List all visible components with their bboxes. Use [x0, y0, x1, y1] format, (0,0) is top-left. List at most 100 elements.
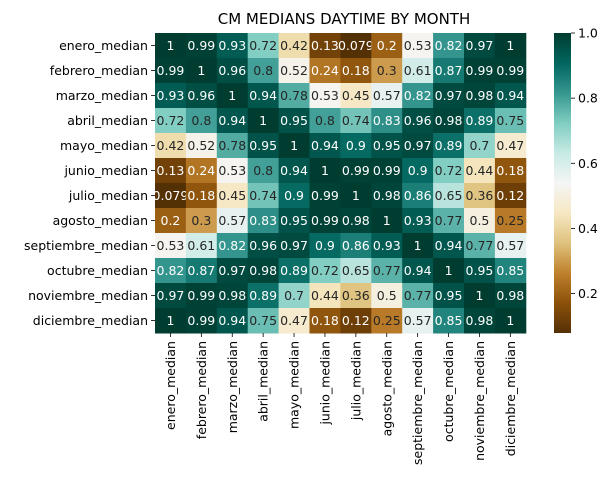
cell-value-label: 0.78 [218, 138, 246, 153]
cell-value-label: 0.97 [435, 88, 463, 103]
heatmap-cell [309, 308, 341, 334]
heatmap-cell [185, 33, 218, 59]
heatmap-cell [371, 33, 403, 59]
heatmap-cell [247, 283, 280, 309]
heatmap-cell [340, 58, 372, 84]
heatmap-cell [155, 183, 187, 209]
cell-value-label: 0.94 [404, 263, 432, 278]
heatmap-cell [247, 83, 280, 109]
heatmap-cell [216, 183, 249, 209]
heatmap-cell [216, 283, 249, 309]
heatmap-cell [433, 33, 465, 59]
cell-value-label: 0.98 [342, 213, 370, 228]
heatmap-cell [402, 83, 434, 109]
heatmap-cell [155, 33, 187, 59]
heatmap-cell [247, 233, 280, 259]
heatmap-cell [309, 208, 341, 234]
heatmap-cell [340, 108, 372, 134]
cell-value-label: 1 [506, 38, 514, 53]
cell-value-label: 0.74 [249, 188, 277, 203]
cell-value-label: 0.82 [404, 88, 432, 103]
heatmap-cell [247, 133, 280, 159]
cell-value-label: 0.44 [311, 288, 339, 303]
y-tick-label: abril_median [67, 113, 148, 128]
cell-value-label: 0.8 [191, 113, 211, 128]
heatmap-cell [155, 108, 187, 134]
heatmap-cell [402, 208, 434, 234]
cell-value-label: 0.5 [377, 288, 397, 303]
colorbar-tick-label: 0.4 [578, 221, 598, 236]
cell-value-label: 0.53 [311, 88, 339, 103]
cell-value-label: 0.47 [280, 313, 308, 328]
cell-value-label: 0.44 [466, 163, 494, 178]
heatmap-cell [340, 133, 372, 159]
heatmap-cell [185, 233, 218, 259]
x-tick-label: febrero_median [194, 341, 209, 439]
heatmap-cell [494, 133, 527, 159]
cell-value-label: 0.25 [373, 313, 401, 328]
colorbar-tick-label: 0.2 [578, 286, 598, 301]
heatmap-cell [371, 233, 403, 259]
heatmap-cell [185, 158, 218, 184]
heatmap-cell [247, 208, 280, 234]
cell-value-label: 0.2 [377, 38, 397, 53]
heatmap-cell [464, 158, 496, 184]
heatmap-cell [340, 258, 372, 284]
cell-value-label: 0.36 [342, 288, 370, 303]
heatmap-cell [247, 308, 280, 334]
heatmap-cell [247, 33, 280, 59]
cell-value-label: 0.89 [435, 138, 463, 153]
cell-value-label: 0.83 [373, 113, 401, 128]
heatmap-cell [340, 308, 372, 334]
cell-value-label: 0.97 [404, 138, 432, 153]
heatmap-cell [216, 258, 249, 284]
cell-value-label: 0.94 [280, 163, 308, 178]
heatmap-cell [278, 158, 310, 184]
cell-value-label: 0.86 [404, 188, 432, 203]
cell-value-label: 0.94 [218, 313, 246, 328]
heatmap-cell [340, 33, 372, 59]
heatmap-cell [247, 58, 280, 84]
heatmap-cell [433, 158, 465, 184]
x-tick-label: octubre_median [441, 341, 456, 442]
heatmap-cell [464, 308, 496, 334]
heatmap-cell [155, 208, 187, 234]
y-tick-label: septiembre_median [24, 238, 148, 253]
cell-value-label: 0.9 [346, 138, 366, 153]
cell-value-label: 0.95 [249, 138, 277, 153]
y-tick-label: diciembre_median [33, 313, 148, 328]
cell-value-label: 0.25 [496, 213, 524, 228]
heatmap-cell [185, 183, 218, 209]
cell-value-label: 0.72 [249, 38, 277, 53]
cell-value-label: 0.57 [496, 238, 524, 253]
heatmap-cell [155, 233, 187, 259]
heatmap-cell [155, 58, 187, 84]
heatmap-cell [371, 108, 403, 134]
colorbar-tick-label: 1.0 [578, 26, 598, 41]
cell-value-label: 0.57 [404, 313, 432, 328]
heatmap-cell [402, 183, 434, 209]
heatmap-cell [340, 283, 372, 309]
cell-value-label: 0.98 [435, 113, 463, 128]
cell-value-label: 0.8 [315, 113, 335, 128]
cell-value-label: 0.9 [408, 163, 428, 178]
x-tick-labels: enero_median febrero_median marzo_median ab… [163, 333, 518, 465]
heatmap-cell [464, 208, 496, 234]
cell-value-label: 0.5 [470, 213, 490, 228]
heatmap-cell [433, 258, 465, 284]
heatmap-cell [155, 83, 187, 109]
cell-value-label: 0.13 [311, 38, 339, 53]
heatmap-cell [155, 308, 187, 334]
colorbar-ticks: 0.2 0.4 0.6 0.8 1.0 [571, 26, 598, 301]
cell-value-label: 0.7 [284, 288, 304, 303]
cell-value-label: 0.98 [218, 288, 246, 303]
heatmap-cell [494, 258, 527, 284]
cell-value-label: 0.61 [404, 63, 432, 78]
cell-value-label: 0.87 [187, 263, 215, 278]
cell-value-label: 0.89 [280, 263, 308, 278]
heatmap-cell [494, 33, 527, 59]
cell-value-label: 0.98 [466, 88, 494, 103]
x-tick-label: junio_median [317, 341, 332, 426]
cell-value-label: 1 [166, 38, 174, 53]
heatmap-cell [309, 83, 341, 109]
